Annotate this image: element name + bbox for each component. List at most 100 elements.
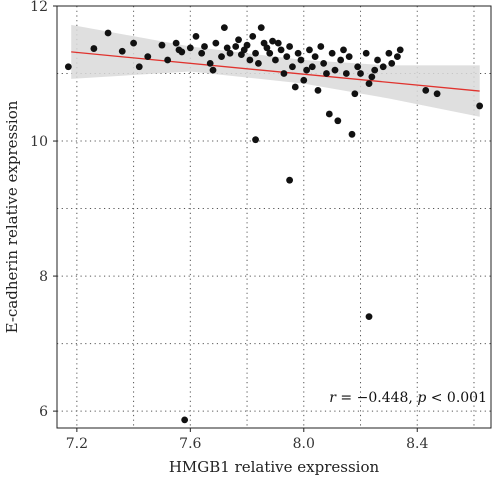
data-point [118,47,126,55]
data-point [198,49,206,57]
data-point [354,63,362,71]
plot-frame [56,5,492,429]
data-point [232,43,240,50]
data-point [220,24,228,32]
p-value: < 0.001 [426,390,487,406]
data-point [286,176,294,184]
y-axis-label: E-cadherin relative expression [3,100,21,333]
data-point [283,53,291,61]
data-point [235,36,242,44]
r-symbol: r [329,390,337,406]
data-points [64,24,484,424]
data-point [291,83,299,91]
data-point [328,49,336,57]
data-point [396,46,404,54]
correlation-annotation: r = −0.448, p < 0.001 [329,390,487,406]
data-point [433,90,441,98]
x-tick-label: 7.6 [179,436,201,452]
confidence-band [71,24,480,117]
data-point [388,59,396,67]
data-point [314,87,322,94]
data-point [212,39,220,47]
data-point [345,53,353,61]
data-point [306,46,313,54]
data-point [218,53,225,61]
x-tick-label: 7.2 [66,436,88,452]
data-point [300,76,308,84]
data-point [186,44,194,52]
data-point [342,70,350,77]
data-point [280,70,288,77]
data-point [365,313,373,320]
data-point [297,56,305,64]
data-point [192,32,200,40]
data-point [206,59,214,67]
y-tick-label: 8 [39,269,48,285]
data-point [181,416,189,424]
data-point [263,44,271,52]
data-point [274,39,282,47]
data-point [317,43,325,50]
data-point [351,90,359,98]
x-axis-label: HMGB1 relative expression [169,458,380,476]
data-point [379,63,387,71]
data-point [249,32,257,40]
data-point [365,80,373,88]
p-symbol: p [417,390,426,406]
x-axis-ticks: 7.2 7.6 8.0 8.4 [66,428,428,452]
data-point [340,46,347,54]
data-point [64,63,72,71]
data-point [476,102,484,110]
data-point [246,56,254,64]
x-tick-label: 8.0 [293,436,315,452]
data-point [164,56,172,64]
data-point [371,66,379,74]
data-point [422,87,430,94]
data-point [303,66,311,74]
data-point [254,59,262,67]
data-point [348,130,356,138]
data-point [393,53,401,61]
data-point [294,49,302,57]
data-point [252,136,259,144]
x-tick-label: 8.4 [406,436,428,452]
data-point [209,66,217,74]
data-point [130,39,137,47]
data-point [272,56,279,64]
data-point [269,37,276,45]
data-point [252,49,259,57]
data-point [368,73,376,81]
data-point [223,44,231,52]
data-point [385,49,393,57]
data-point [357,70,364,77]
data-point [104,29,112,37]
data-point [226,49,234,57]
data-point [135,63,143,71]
data-point [325,110,333,118]
data-point [289,63,296,71]
data-point [277,46,285,54]
data-point [311,53,319,61]
data-point [201,43,208,50]
y-axis-ticks: 6 8 10 12 [30,0,57,420]
data-point [178,48,186,56]
data-point [266,49,274,57]
r-value: = −0.448, [336,390,417,406]
data-point [323,70,330,77]
data-point [257,24,265,32]
y-tick-label: 12 [30,0,48,15]
data-point [243,41,251,49]
data-point [362,49,370,57]
data-point [320,59,328,67]
data-point [334,117,342,125]
data-point [158,41,166,49]
data-point [331,66,339,74]
regression-line [71,51,480,92]
data-point [374,56,381,64]
data-point [308,63,316,71]
data-point [286,43,294,50]
y-tick-label: 10 [30,134,48,150]
data-point [90,45,98,52]
data-point [144,53,152,61]
